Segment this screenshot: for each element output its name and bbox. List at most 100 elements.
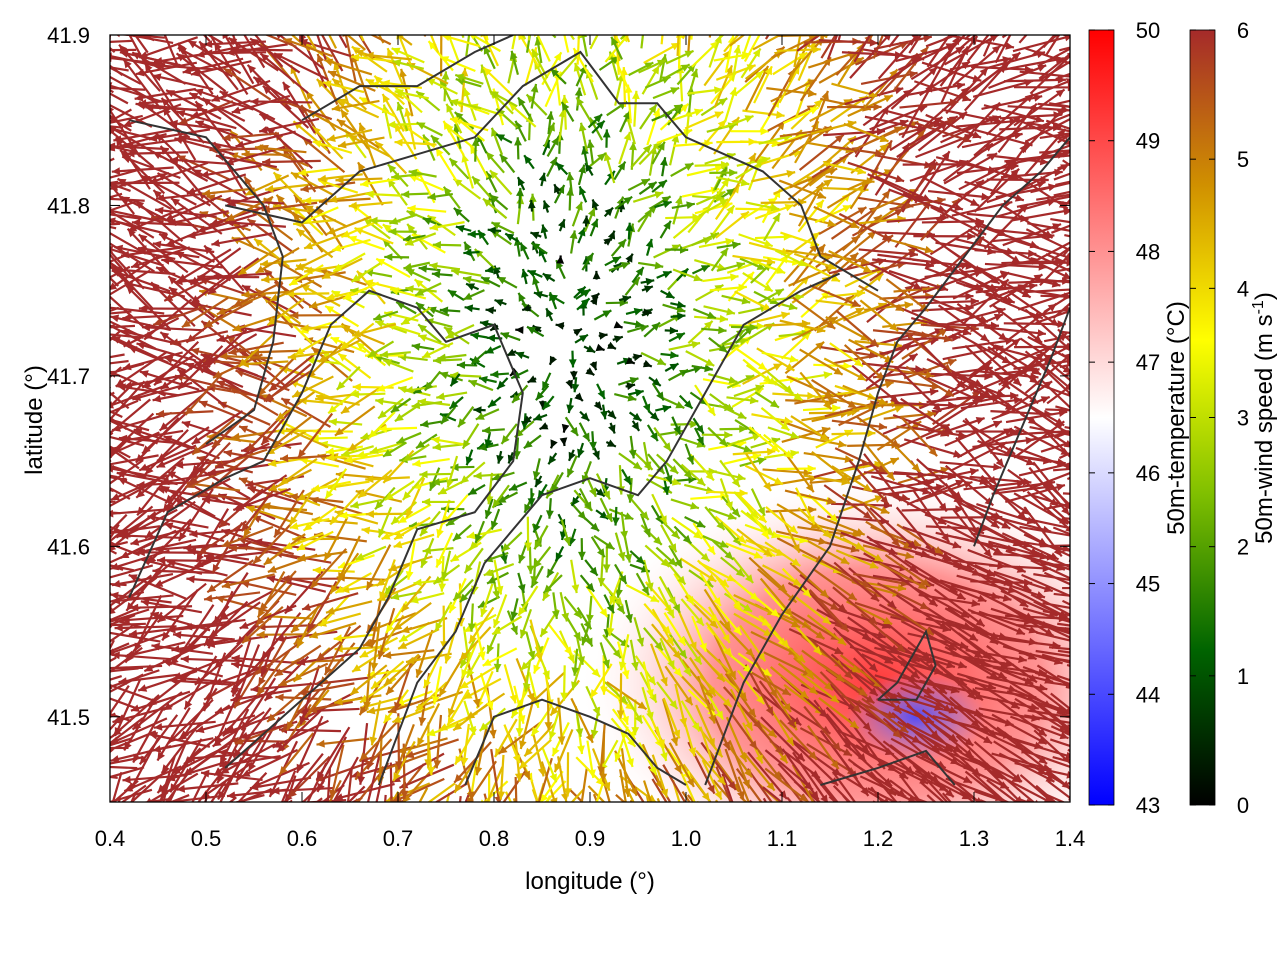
wind-vector	[110, 324, 116, 328]
wind-vector	[973, 726, 1031, 755]
wind-vector	[777, 662, 819, 695]
wind-vector	[998, 637, 1061, 649]
wind-vector	[110, 656, 117, 663]
colorbar-tick-label: 3	[1237, 406, 1249, 431]
wind-vector	[747, 751, 788, 800]
wind-vector	[932, 685, 981, 729]
wind-vector	[840, 694, 896, 719]
wind-vector	[991, 713, 1048, 745]
wind-vector	[1027, 709, 1070, 719]
wind-vector	[692, 646, 726, 683]
wind-vector	[128, 625, 191, 638]
wind-vector	[760, 716, 806, 762]
wind-vector	[629, 639, 639, 671]
wind-vector	[110, 697, 138, 710]
wind-vector	[110, 714, 124, 732]
wind-vector	[715, 799, 719, 802]
wind-vector	[950, 650, 1007, 680]
wind-vector	[691, 615, 707, 653]
wind-vector	[491, 615, 523, 636]
wind-vector	[1047, 780, 1070, 800]
wind-vector	[1057, 622, 1070, 627]
wind-vector	[234, 644, 261, 703]
wind-vector	[444, 621, 459, 664]
wind-vector	[973, 740, 1023, 783]
y-tick-label: 41.5	[47, 705, 90, 730]
wind-vector	[504, 791, 513, 802]
wind-vector	[724, 748, 745, 801]
wind-vector	[110, 157, 115, 162]
wind-vector	[133, 594, 163, 652]
wind-vector	[156, 582, 207, 624]
wind-vector	[728, 739, 751, 789]
wind-vector	[680, 700, 701, 732]
wind-vector	[110, 180, 119, 185]
wind-vector	[110, 667, 139, 673]
wind-vector	[349, 664, 388, 696]
wind-vector	[986, 779, 1019, 802]
wind-vector	[385, 655, 422, 696]
wind-vector	[642, 780, 653, 802]
wind-vector	[705, 621, 733, 658]
wind-vector	[479, 672, 494, 711]
wind-vector	[825, 619, 887, 639]
wind-vector	[816, 608, 872, 641]
wind-vector	[788, 628, 844, 655]
wind-vector	[1031, 618, 1070, 634]
wind-vector	[861, 653, 918, 683]
wind-vector	[682, 636, 703, 666]
wind-vector	[474, 622, 486, 661]
colorbar-tick-label: 2	[1237, 535, 1249, 560]
wind-vector	[191, 770, 209, 802]
wind-vector	[529, 619, 543, 662]
wind-vector	[1045, 680, 1070, 687]
wind-vector	[580, 622, 594, 648]
wind-vector	[405, 652, 452, 665]
wind-vector	[370, 622, 381, 672]
x-axis-label: longitude (°)	[525, 868, 655, 895]
wind-speed-colorbar: 0 1 2 3 4 5 6 50m-wind speed (m s-1)	[1189, 18, 1278, 818]
wind-vector	[110, 88, 114, 94]
wind-vector	[299, 665, 321, 725]
wind-vector	[764, 767, 809, 802]
wind-vector	[323, 626, 352, 676]
wind-vector	[619, 769, 627, 802]
wind-vector	[792, 751, 829, 802]
wind-vector	[901, 620, 958, 651]
wind-vector	[769, 666, 810, 700]
wind-vector	[589, 663, 613, 699]
wind-vector	[898, 800, 902, 802]
wind-vector	[715, 766, 732, 802]
wind-vector	[996, 698, 1048, 737]
wind-vector	[463, 677, 502, 700]
wind-vector	[721, 773, 734, 802]
wind-vector	[467, 603, 476, 632]
wind-vector	[512, 798, 517, 802]
wind-vector	[1050, 692, 1070, 711]
wind-vector	[791, 621, 823, 656]
wind-vector	[1052, 755, 1070, 763]
wind-vector	[990, 607, 1051, 629]
wind-vector	[460, 723, 470, 766]
wind-vector	[110, 717, 144, 745]
wind-vector	[872, 755, 929, 785]
wind-vector	[110, 592, 112, 595]
wind-vector	[260, 612, 302, 661]
wind-vector	[369, 700, 382, 746]
wind-vector	[458, 795, 462, 802]
wind-vector	[1014, 739, 1070, 760]
wind-vector	[616, 673, 625, 719]
wind-vector	[247, 716, 281, 772]
wind-vector	[460, 643, 477, 679]
wind-vector	[389, 762, 393, 802]
temperature-colorbar-gradient	[1088, 29, 1115, 806]
y-tick-label: 41.6	[47, 534, 90, 559]
wind-vector	[296, 651, 359, 666]
wind-vector	[424, 722, 433, 768]
wind-vector	[315, 624, 362, 662]
wind-vector	[824, 35, 828, 39]
wind-vector	[156, 707, 191, 762]
wind-vector	[366, 753, 381, 802]
wind-vector	[433, 714, 443, 769]
